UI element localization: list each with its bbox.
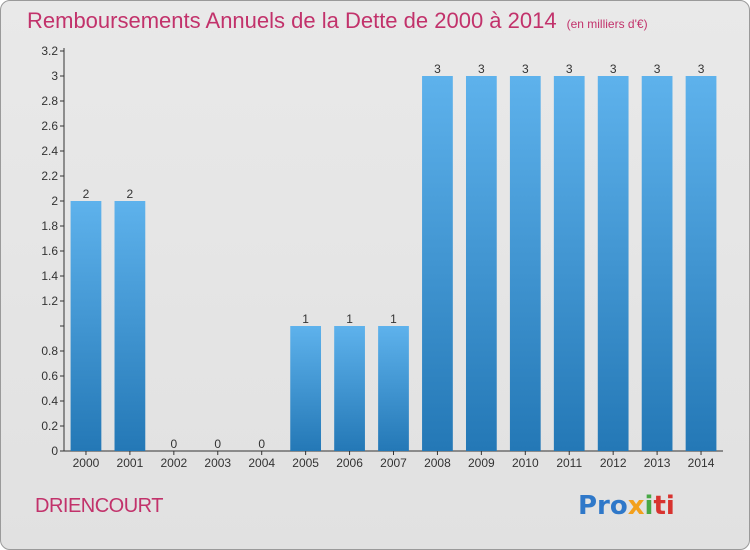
- y-tick-label: 2.4: [41, 144, 58, 158]
- bar: [597, 76, 629, 451]
- bar: [334, 326, 365, 451]
- y-tick-label: 1.4: [41, 269, 58, 283]
- x-tick-label: 2003: [204, 456, 231, 470]
- x-tick-label: 2000: [73, 456, 100, 470]
- data-label: 3: [610, 62, 617, 76]
- x-tick-label: 2010: [512, 456, 539, 470]
- bar: [553, 76, 585, 451]
- data-label: 0: [214, 437, 221, 451]
- y-tick-label: 3: [51, 69, 58, 83]
- logo-part-3: i: [644, 491, 654, 521]
- data-label: 1: [302, 312, 309, 326]
- bar: [509, 76, 541, 451]
- bar: [422, 76, 453, 451]
- bar: [641, 76, 673, 451]
- chart-title: Remboursements Annuels de la Dette de 20…: [27, 8, 648, 34]
- y-tick-label: 0.8: [41, 344, 58, 358]
- y-tick-label: 0.6: [41, 369, 58, 383]
- commune-name: DRIENCOURT: [35, 495, 163, 517]
- y-tick-label: 0: [51, 444, 58, 458]
- x-tick-label: 2005: [292, 456, 319, 470]
- data-label: 3: [566, 62, 573, 76]
- y-tick-label: 3.2: [41, 44, 58, 58]
- x-tick-label: 2009: [468, 456, 495, 470]
- logo-part-4: ti: [653, 491, 675, 521]
- y-tick-label: 0.2: [41, 419, 58, 433]
- data-label: 3: [478, 62, 485, 76]
- y-tick-label: 2.6: [41, 119, 58, 133]
- x-tick-label: 2012: [600, 456, 627, 470]
- chart-title-text: Remboursements Annuels de la Dette de 20…: [27, 8, 557, 33]
- x-tick-label: 2001: [117, 456, 144, 470]
- y-tick-label: 1.6: [41, 244, 58, 258]
- x-tick-label: 2011: [556, 456, 582, 470]
- y-tick-label: 0.4: [41, 394, 58, 408]
- x-tick-label: 2013: [644, 456, 671, 470]
- data-label: 3: [654, 62, 661, 76]
- data-label: 0: [258, 437, 265, 451]
- data-label: 1: [346, 312, 353, 326]
- y-tick-label: 2: [51, 194, 58, 208]
- logo-part-2: x: [627, 491, 645, 521]
- data-label: 1: [390, 312, 397, 326]
- data-label: 3: [522, 62, 529, 76]
- y-tick-label: 2.2: [41, 169, 58, 183]
- data-label: 2: [83, 187, 90, 201]
- x-tick-label: 2004: [248, 456, 275, 470]
- bar: [378, 326, 409, 451]
- y-tick-label: 1.2: [41, 294, 58, 308]
- y-tick-label: 2.8: [41, 94, 58, 108]
- chart-subtitle: (en milliers d'€): [566, 17, 648, 31]
- bar: [465, 76, 497, 451]
- bar: [70, 201, 102, 451]
- bar: [685, 76, 717, 451]
- y-tick-label: 1.8: [41, 219, 58, 233]
- bar: [290, 326, 322, 451]
- data-label: 3: [434, 62, 441, 76]
- data-label: 3: [698, 62, 705, 76]
- proxiti-logo[interactable]: Proxiti: [578, 491, 675, 521]
- x-tick-label: 2014: [688, 456, 715, 470]
- x-tick-label: 2007: [380, 456, 407, 470]
- x-tick-label: 2006: [336, 456, 363, 470]
- logo-part-1: Pro: [578, 491, 628, 521]
- data-label: 0: [170, 437, 177, 451]
- x-tick-label: 2008: [424, 456, 451, 470]
- x-tick-label: 2002: [160, 456, 187, 470]
- data-label: 2: [127, 187, 134, 201]
- bar: [114, 201, 146, 451]
